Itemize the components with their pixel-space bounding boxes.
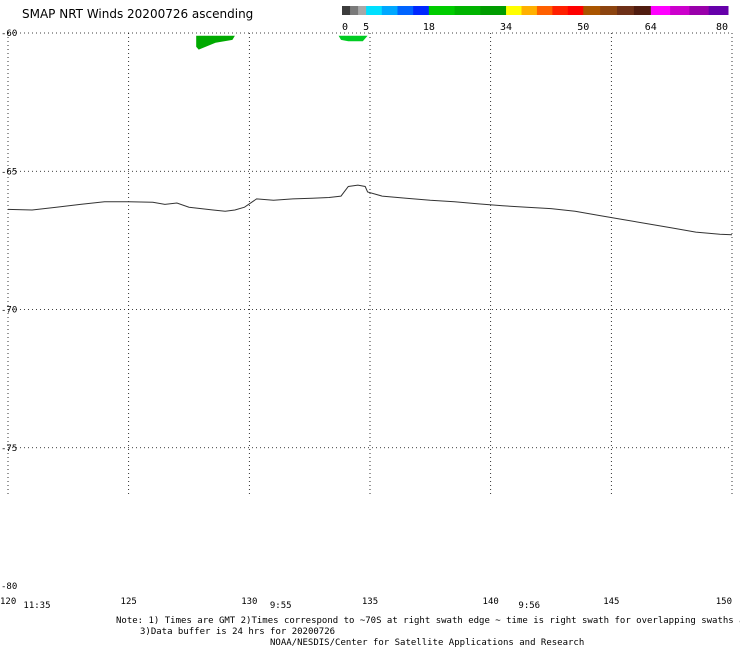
antarctic-coastline — [7, 184, 733, 236]
latitude-label: -60 — [1, 29, 17, 39]
colorbar-tick-label: 64 — [645, 22, 657, 33]
colorbar-tick-label: 0 — [342, 22, 348, 33]
latitude-label: -65 — [1, 167, 17, 177]
colorbar-tick-label: 80 — [716, 22, 728, 33]
longitude-label: 130 — [241, 597, 257, 607]
colorbar-swatch — [342, 6, 351, 15]
colorbar-swatch — [633, 6, 652, 15]
colorbar-tick-label: 5 — [363, 22, 369, 33]
longitude-label: 140 — [483, 597, 499, 607]
longitude-label: 120 — [0, 597, 16, 607]
swath-time-label: 11:35 — [23, 601, 50, 611]
longitude-label: 150 — [716, 597, 732, 607]
colorbar-swatch — [397, 6, 414, 15]
colorbar-swatch — [413, 6, 430, 15]
note-line-3: NOAA/NESDIS/Center for Satellite Applica… — [270, 638, 585, 648]
colorbar-tick-label: 18 — [423, 22, 435, 33]
colorbar-swatch — [506, 6, 522, 15]
longitude-label: 125 — [121, 597, 137, 607]
colorbar-swatch — [358, 6, 367, 15]
colorbar-tick-label: 50 — [577, 22, 589, 33]
latitude-label: -80 — [1, 582, 17, 592]
colorbar-swatch — [454, 6, 481, 15]
colorbar-swatch — [567, 6, 584, 15]
page-title: SMAP NRT Winds 20200726 ascending — [22, 7, 254, 21]
wind-speed-colorbar: 0 5 18 34 50 64 80 — [342, 6, 729, 33]
swath-time-label: 9:56 — [518, 601, 540, 611]
colorbar-swatch — [428, 6, 456, 15]
colorbar-swatch — [366, 6, 383, 15]
colorbar-swatch — [350, 6, 359, 15]
colorbar-swatch — [600, 6, 618, 15]
colorbar-swatch — [583, 6, 601, 15]
note-line-2: 3)Data buffer is 24 hrs for 20200726 — [140, 627, 336, 637]
longitude-label: 135 — [362, 597, 378, 607]
colorbar-swatch — [689, 6, 710, 15]
colorbar-swatch — [617, 6, 635, 15]
latitude-label: -75 — [1, 444, 17, 454]
colorbar-swatch — [521, 6, 538, 15]
colorbar-swatch — [552, 6, 569, 15]
swath-time-label: 9:55 — [270, 601, 292, 611]
note-line-1: Note: 1) Times are GMT 2)Times correspon… — [116, 616, 740, 626]
wind-swath-patch — [196, 35, 235, 50]
colorbar-swatch — [708, 6, 729, 15]
colorbar-swatch — [381, 6, 398, 15]
colorbar-swatch — [670, 6, 690, 15]
colorbar-tick-label: 34 — [500, 22, 512, 33]
latitude-label: -70 — [1, 306, 17, 316]
wind-swath-patch — [338, 35, 368, 42]
colorbar-swatch — [536, 6, 553, 15]
longitude-label: 145 — [603, 597, 619, 607]
colorbar-swatch — [480, 6, 507, 15]
colorbar-swatch — [650, 6, 671, 15]
